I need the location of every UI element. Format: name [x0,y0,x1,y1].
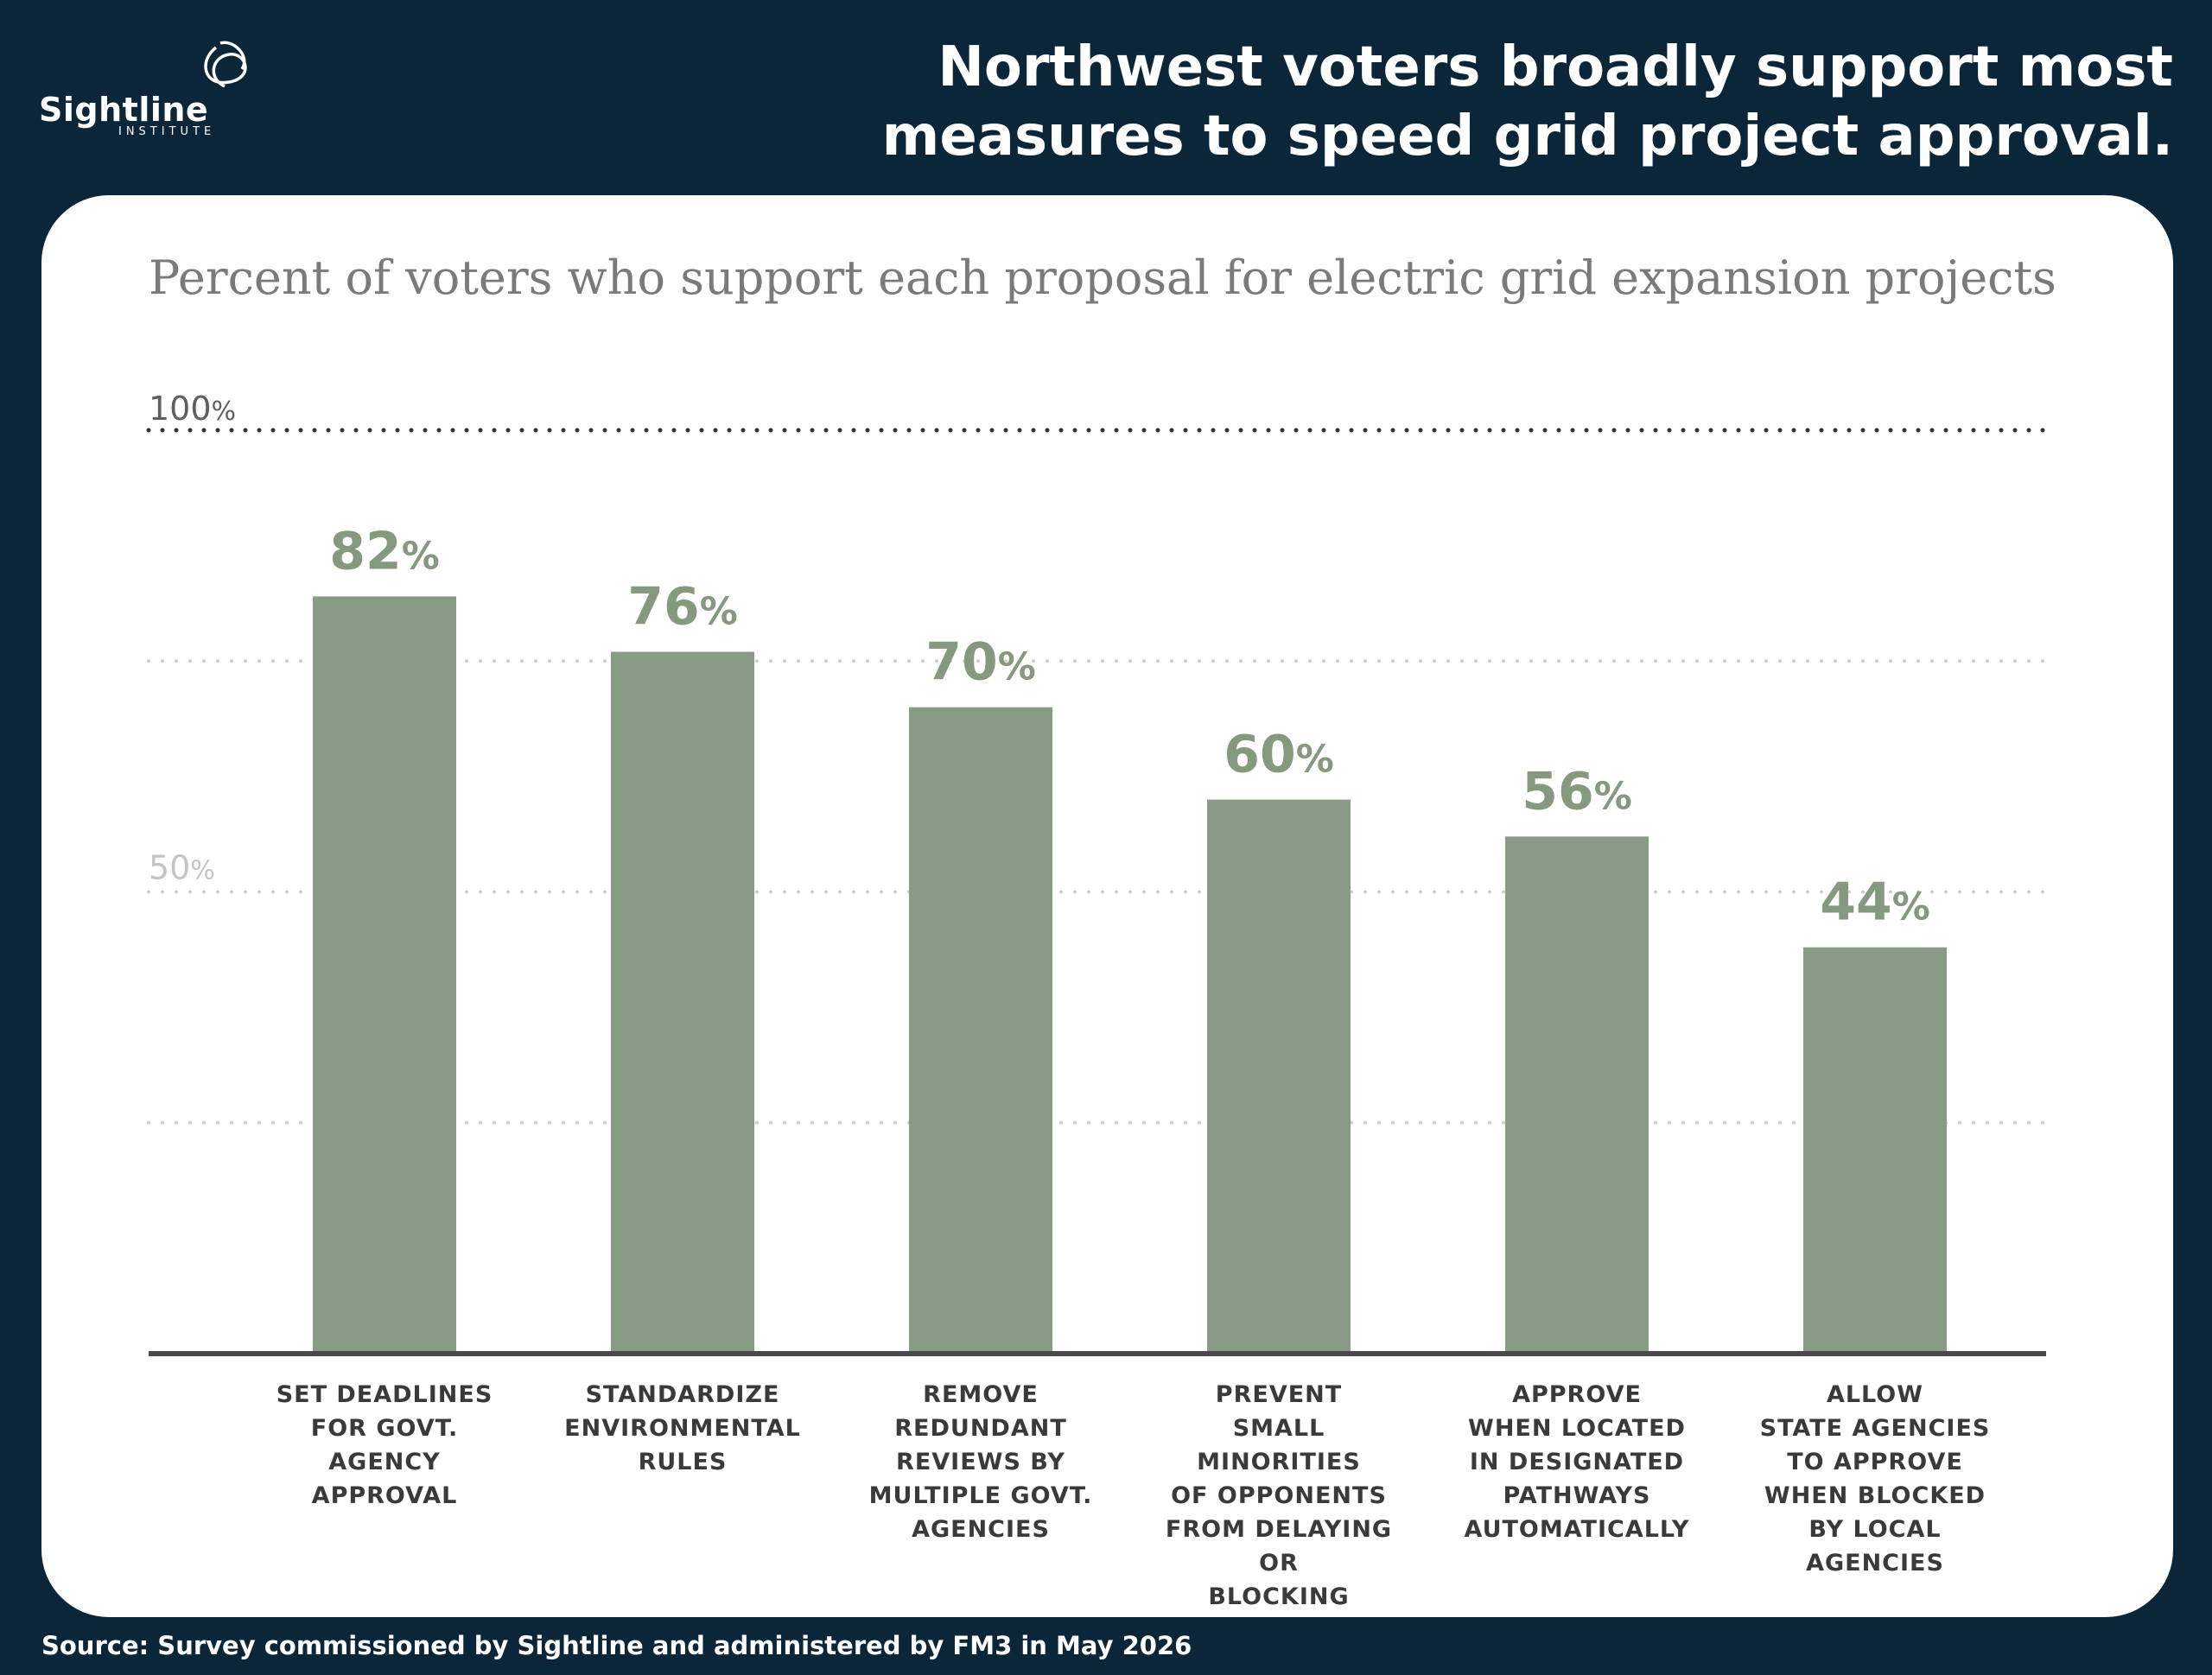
value-label-2: 70% [925,632,1036,693]
bar-0 [313,596,456,1354]
category-label-2: Remove redundant reviews by multiple gov… [868,1381,1093,1543]
category-label-1: Standardize environmental rules [564,1381,801,1475]
category-label-5: Allow state agencies to approve when blo… [1759,1381,1991,1577]
bar-3 [1207,799,1351,1354]
bar-1 [611,651,754,1354]
category-label-4: Approve when located in designated pathw… [1464,1381,1690,1543]
value-label-4: 56% [1522,761,1632,822]
logo-name: Sightline [39,91,209,129]
value-label-5: 44% [1820,872,1930,933]
value-label-0: 82% [329,521,440,581]
source-note: Source: Survey commissioned by Sightline… [41,1631,1192,1660]
bar-5 [1803,947,1947,1354]
value-label-1: 76% [627,577,738,638]
logo-subtitle: INSTITUTE [118,125,216,138]
bar-2 [909,707,1052,1354]
chart-title: Percent of voters who support each propo… [149,251,2056,305]
sightline-logo: Sightline INSTITUTE [39,39,247,143]
bar-4 [1505,836,1649,1354]
value-label-3: 60% [1224,725,1334,785]
y-tick-label-100: 100% [149,390,236,428]
headline: Northwest voters broadly support most me… [881,35,2173,168]
category-label-3: Prevent small minorities of opponents fr… [1165,1381,1393,1610]
sightline-logo-mark-icon [204,41,247,88]
y-tick-label-50: 50% [149,849,215,887]
category-label-0: Set deadlines for govt. agency approval [276,1381,493,1509]
